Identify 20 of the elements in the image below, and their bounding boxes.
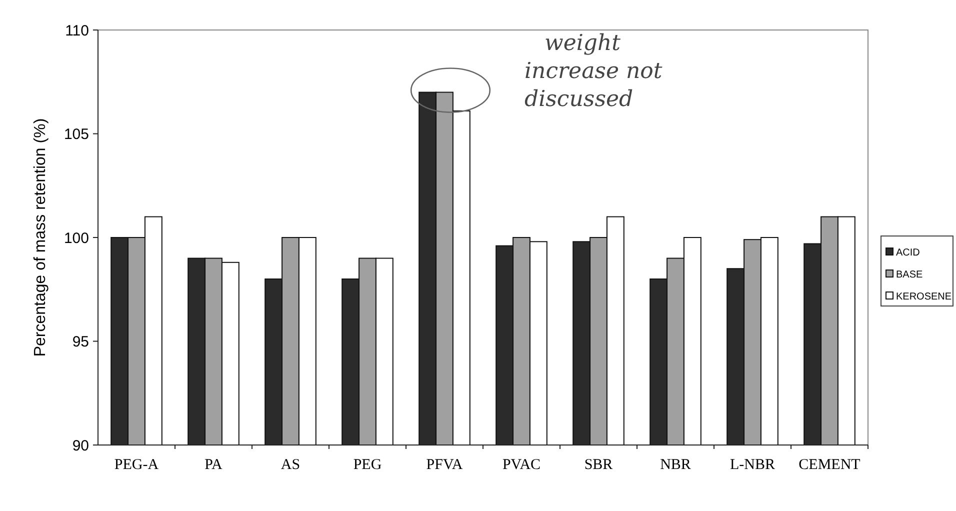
x-tick-label: SBR <box>584 457 613 473</box>
legend-label: KEROSENE <box>896 292 952 302</box>
x-tick-label: L-NBR <box>730 457 775 473</box>
x-tick-label: PA <box>204 457 223 473</box>
x-tick-label: PEG-A <box>114 457 159 473</box>
y-axis-title: Percentage of mass retention (%) <box>32 118 49 357</box>
x-tick-label: PVAC <box>502 457 541 473</box>
annotation: weight increase not discussed <box>524 31 662 112</box>
x-tick-label: PEG <box>353 457 382 473</box>
x-tick-label: PFVA <box>426 457 463 473</box>
legend-label: BASE <box>896 270 924 280</box>
y-tick-label: 105 <box>64 126 89 143</box>
y-tick-label: 90 <box>72 437 89 454</box>
x-tick-label: AS <box>280 457 300 473</box>
legend-label: ACID <box>896 248 920 258</box>
x-tick-label: NBR <box>660 457 691 473</box>
x-tick-label: CEMENT <box>798 457 860 473</box>
y-tick-label: 100 <box>64 230 89 247</box>
y-tick-label: 95 <box>72 334 89 350</box>
y-tick-label: 110 <box>65 22 89 40</box>
